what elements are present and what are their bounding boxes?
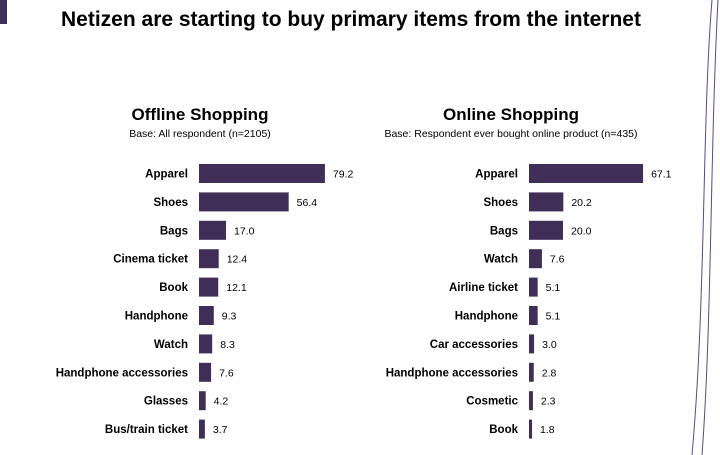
- offline-category-label: Handphone accessories: [56, 367, 188, 379]
- offline-category-label: Shoes: [153, 197, 188, 209]
- offline-bar: [199, 362, 212, 382]
- online-value-label: 67.1: [651, 169, 672, 181]
- online-value-label: 7.6: [550, 254, 565, 266]
- offline-bar: [199, 164, 325, 183]
- offline-value-label: 56.4: [297, 197, 318, 209]
- online-bar: [529, 419, 533, 439]
- offline-value-label: 12.1: [226, 282, 247, 294]
- online-category-label: Book: [489, 424, 518, 436]
- offline-chart-subtitle: Base: All respondent (n=2105): [129, 128, 271, 140]
- online-value-label: 3.0: [542, 339, 557, 351]
- offline-value-label: 79.2: [333, 169, 354, 181]
- online-category-label: Car accessories: [430, 339, 518, 351]
- offline-category-label: Bus/train ticket: [105, 424, 188, 436]
- online-bar: [529, 306, 538, 325]
- offline-category-label: Apparel: [145, 169, 188, 181]
- online-value-label: 2.3: [541, 396, 556, 408]
- offline-category-label: Book: [159, 282, 188, 294]
- online-bar: [529, 391, 533, 411]
- online-category-label: Shoes: [483, 197, 518, 209]
- online-bar: [529, 164, 644, 183]
- page-title: Netizen are starting to buy primary item…: [61, 8, 641, 31]
- offline-category-label: Cinema ticket: [113, 254, 188, 266]
- offline-value-label: 8.3: [220, 339, 235, 351]
- offline-value-label: 4.2: [214, 396, 229, 408]
- offline-bar: [199, 220, 227, 240]
- online-bar: [529, 334, 535, 354]
- online-value-label: 5.1: [546, 282, 561, 294]
- online-category-label: Handphone: [455, 311, 518, 323]
- offline-chart-title: Offline Shopping: [131, 105, 269, 124]
- offline-shopping-chart: Apparel 79.2 Shoes 56.4 Bags 17.0 Cinema ticke…: [56, 164, 354, 439]
- offline-bar: [199, 249, 219, 269]
- offline-category-label: Handphone: [125, 311, 188, 323]
- offline-category-label: Glasses: [144, 396, 188, 408]
- offline-bar: [199, 306, 214, 325]
- online-category-label: Apparel: [475, 169, 518, 181]
- online-category-label: Airline ticket: [449, 282, 518, 294]
- online-category-label: Watch: [484, 254, 518, 266]
- offline-value-label: 3.7: [213, 424, 228, 436]
- online-value-label: 20.0: [571, 225, 592, 237]
- offline-bar: [199, 277, 219, 297]
- offline-category-label: Watch: [154, 339, 188, 351]
- offline-bar: [199, 419, 205, 439]
- online-bar: [529, 220, 563, 240]
- online-bar: [529, 277, 538, 297]
- online-bar: [529, 192, 564, 212]
- online-bar: [529, 249, 542, 269]
- online-bar: [529, 362, 534, 382]
- offline-category-label: Bags: [160, 225, 188, 237]
- online-value-label: 20.2: [571, 197, 592, 209]
- offline-bar: [199, 334, 213, 354]
- online-value-label: 1.8: [540, 424, 555, 436]
- online-value-label: 2.8: [542, 367, 557, 379]
- offline-value-label: 12.4: [227, 254, 248, 266]
- decorative-curves: [691, 0, 719, 455]
- offline-bar: [199, 192, 289, 212]
- online-value-label: 5.1: [546, 311, 561, 323]
- online-chart-title: Online Shopping: [443, 105, 579, 124]
- online-category-label: Bags: [490, 225, 518, 237]
- offline-value-label: 9.3: [222, 311, 237, 323]
- offline-value-label: 17.0: [234, 225, 255, 237]
- online-shopping-chart: Apparel 67.1 Shoes 20.2 Bags 20.0 Watch 7.6 Airl…: [386, 164, 672, 439]
- online-chart-subtitle: Base: Respondent ever bought online prod…: [384, 128, 638, 140]
- online-category-label: Cosmetic: [466, 396, 518, 408]
- online-category-label: Handphone accessories: [386, 367, 518, 379]
- offline-bar: [199, 391, 206, 411]
- accent-bar: [0, 0, 7, 24]
- offline-value-label: 7.6: [219, 367, 234, 379]
